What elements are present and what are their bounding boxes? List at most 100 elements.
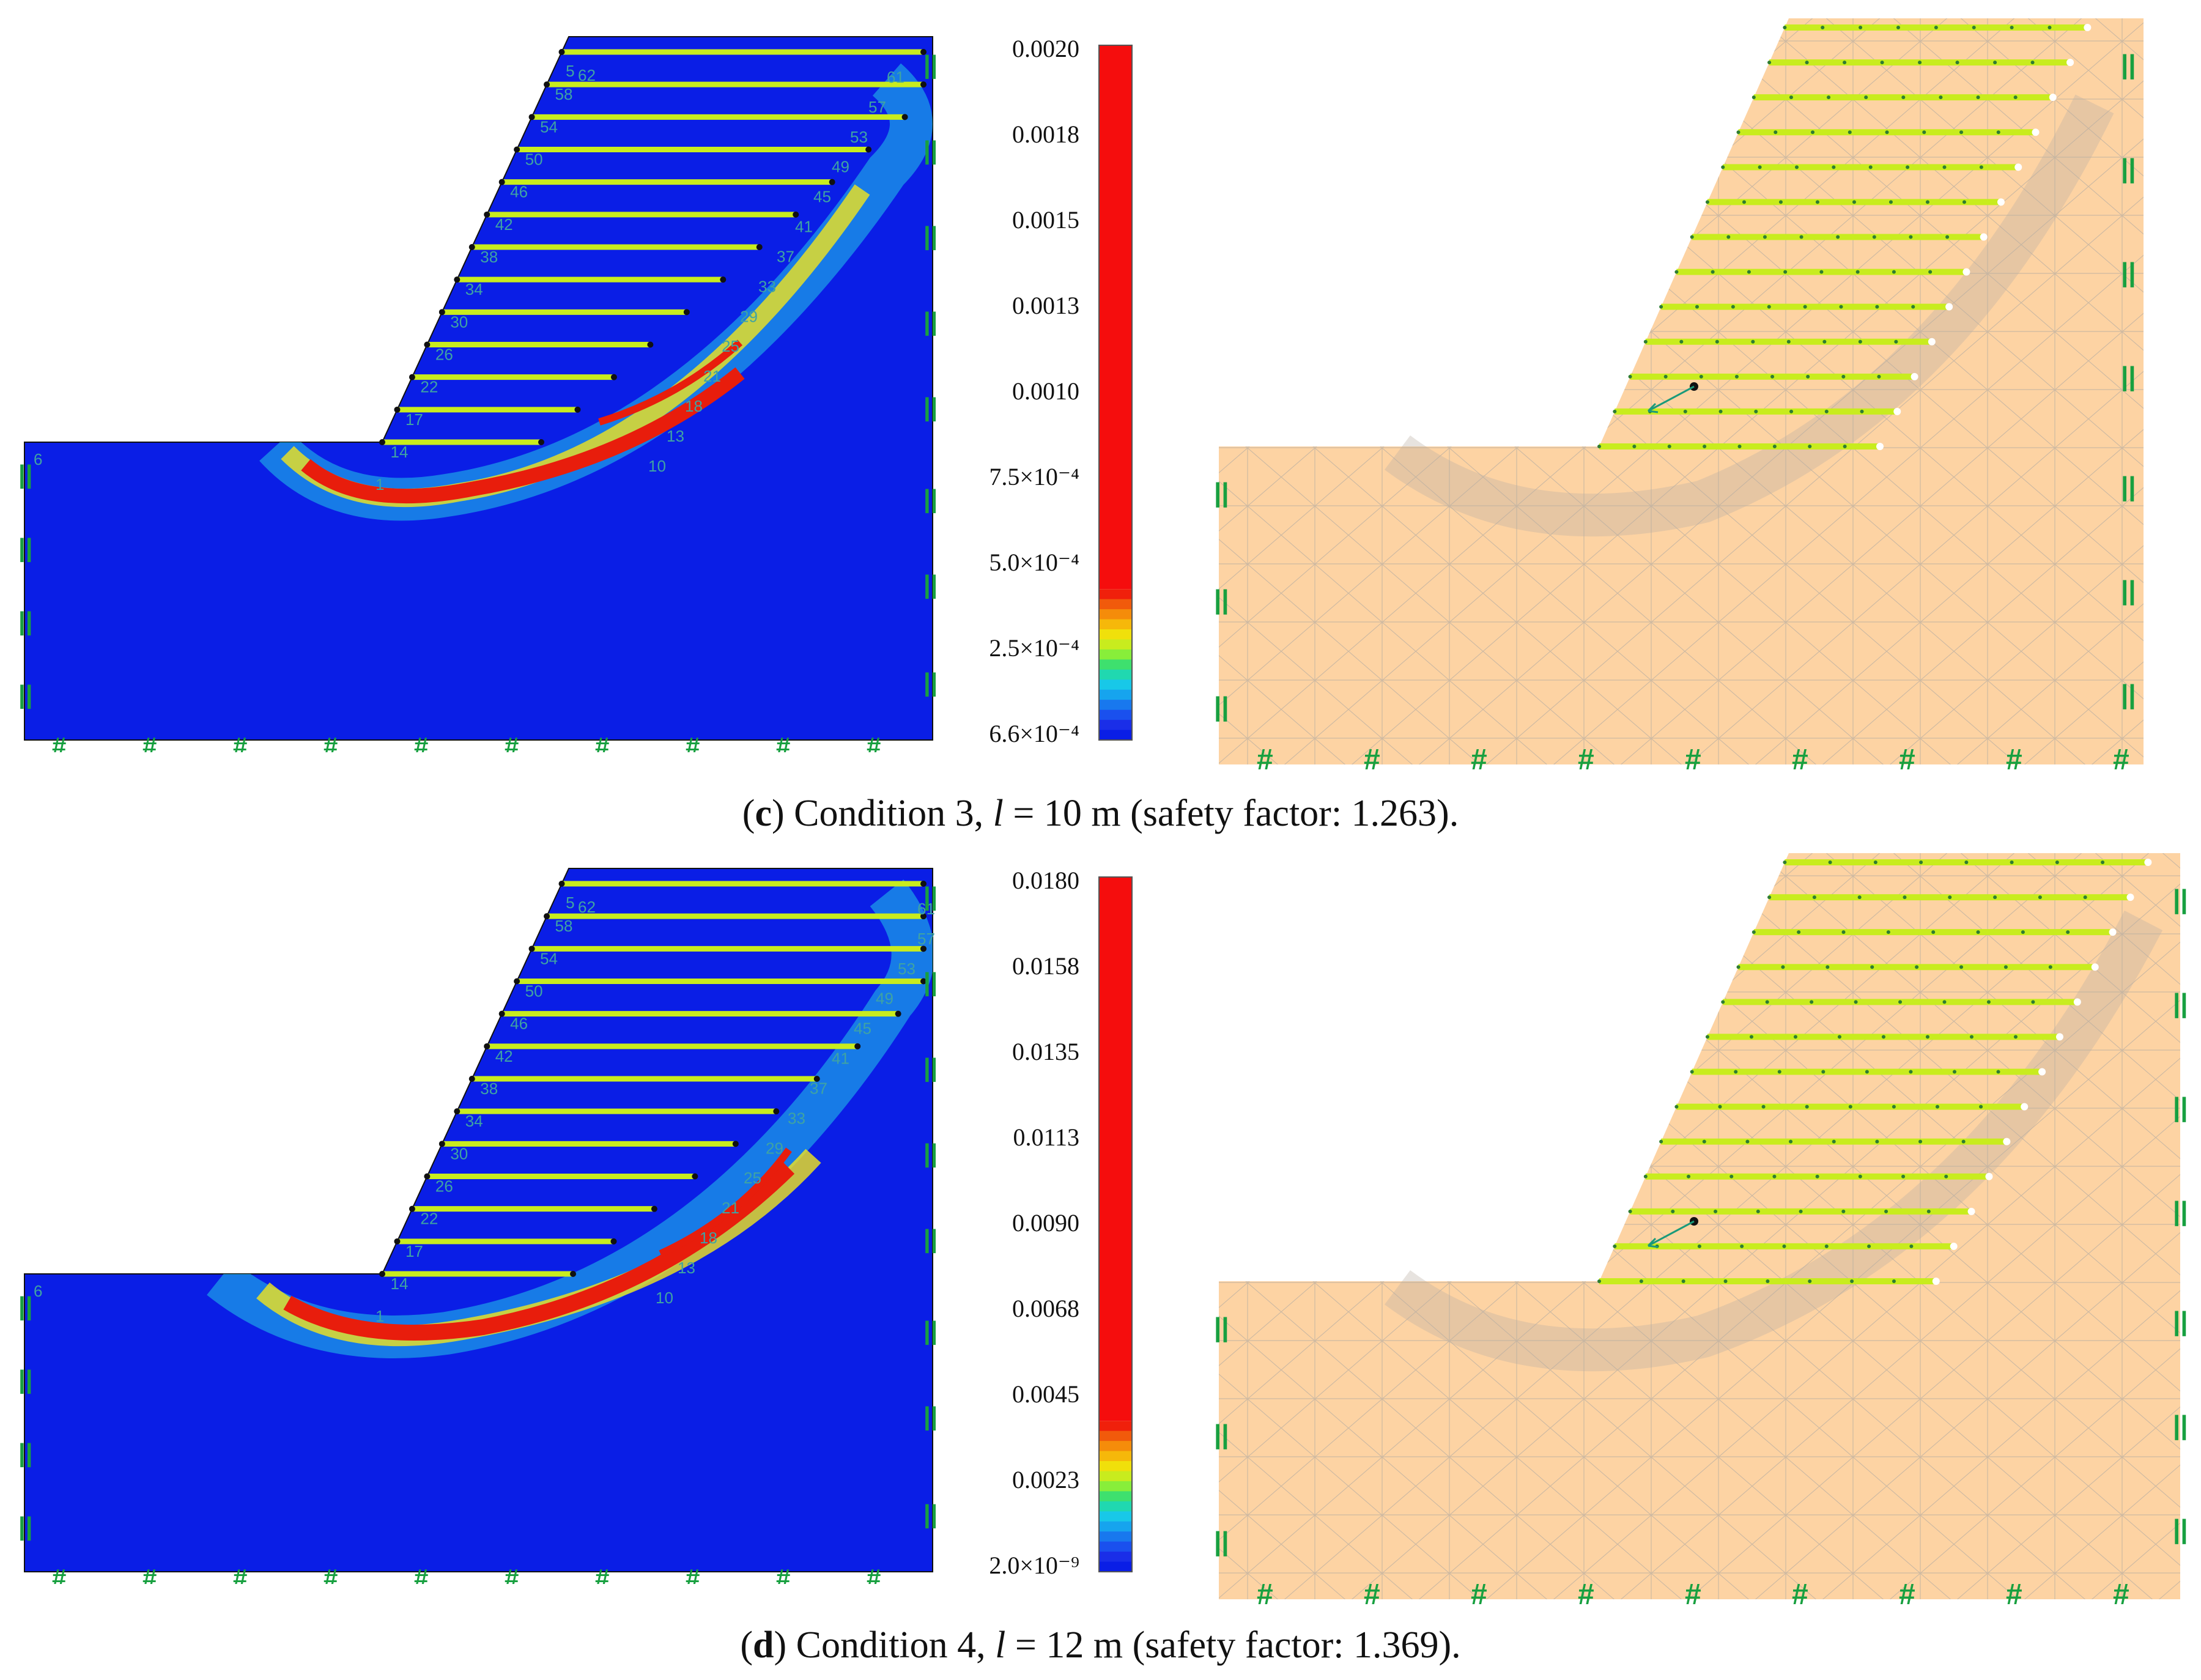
fixed-support-symbol: # — [867, 732, 881, 752]
mesh-anchor-node — [1731, 305, 1735, 309]
mesh-anchor-node — [1819, 270, 1824, 274]
mesh-anchor-node — [1763, 235, 1767, 239]
colorbar-red-band — [1099, 45, 1132, 590]
mesh-anchor-node — [1843, 445, 1847, 448]
colorbar-step — [1099, 1491, 1132, 1502]
anchor-head-node — [409, 1205, 415, 1212]
mesh-anchor-end — [1911, 372, 1918, 380]
node-label: 29 — [766, 1139, 783, 1157]
mesh-anchor-node — [1996, 1070, 2000, 1074]
mesh-anchor-end — [1967, 1207, 1975, 1215]
node-label: 50 — [525, 150, 543, 169]
anchor-head-node — [468, 1076, 475, 1082]
mesh-anchor-node — [2055, 860, 2059, 864]
mesh-anchor-node — [1903, 895, 1907, 900]
node-label: 53 — [898, 960, 916, 978]
mesh-anchor-node — [1915, 965, 1919, 969]
mesh-anchor-node — [1858, 1174, 1862, 1179]
anchors-d — [379, 881, 927, 1277]
anchor-end-node — [920, 913, 927, 920]
colorbar-tick-label: 0.0113 — [1013, 1123, 1079, 1151]
shear-band-c — [259, 63, 933, 521]
mesh-anchor-node — [1885, 130, 1889, 135]
roller-support-symbol: || — [1214, 692, 1229, 722]
mesh-anchor-node — [1942, 1000, 1947, 1004]
node-label: 22 — [420, 378, 438, 396]
node-label: 54 — [540, 949, 558, 968]
mesh-anchor-node — [1749, 1035, 1753, 1039]
mesh-anchor-node — [1848, 1105, 1852, 1109]
mesh-anchor-node — [1770, 374, 1775, 379]
mesh-anchor-node — [1737, 445, 1742, 448]
anchor-end-node — [854, 1043, 861, 1049]
mesh-anchor-node — [1734, 1070, 1738, 1074]
displacement-arrow — [1647, 385, 1695, 413]
roller-support-symbol: || — [1214, 1312, 1229, 1343]
node-label: 6 — [34, 1282, 42, 1300]
mesh-anchor-node — [2083, 895, 2087, 900]
roller-support-symbol: || — [18, 1438, 33, 1468]
mesh-anchor-end — [2144, 859, 2152, 866]
colorbar-step — [1099, 1521, 1132, 1533]
mesh-anchor-node — [1868, 165, 1873, 169]
mesh-anchor-node — [1815, 200, 1819, 204]
colorbar-tick-label: 0.0018 — [1012, 120, 1079, 148]
node-label: 1 — [375, 475, 384, 494]
mesh-anchor-node — [1993, 61, 1997, 65]
supports-d: || || || || || || || || || || || || # # # # # # # # # # — [18, 882, 936, 1584]
mesh-anchor-node — [1864, 95, 1868, 100]
mesh-anchor-end — [1932, 1278, 1940, 1285]
colorbar-tick-label: 2.0×10⁻⁹ — [989, 1552, 1079, 1579]
mesh-anchor-node — [1805, 1105, 1809, 1109]
mesh-plot-c: || || || || || || || || || || # # # # # # # # # — [1214, 18, 2144, 771]
fixed-support-symbol: # — [2113, 744, 2129, 771]
mesh-anchor-node — [1810, 1000, 1814, 1004]
mesh-anchor-end — [2032, 128, 2040, 136]
mesh-anchor-node — [2047, 26, 2052, 29]
roller-support-symbol: || — [2173, 1514, 2188, 1545]
mesh-anchor-end — [1962, 268, 1970, 276]
roller-support-symbol: || — [18, 607, 33, 636]
colorbar-step — [1099, 1531, 1132, 1542]
mesh-anchor-node — [1695, 305, 1699, 309]
node-label: 46 — [510, 183, 528, 201]
roller-support-symbol: || — [2173, 1196, 2188, 1227]
roller-support-symbol: || — [923, 50, 936, 80]
mesh-anchor-node — [1789, 1139, 1793, 1144]
mesh-anchor-node — [1922, 130, 1926, 135]
mesh-anchor-node — [1858, 339, 1862, 344]
mesh-anchor-node — [1850, 1279, 1854, 1283]
node-label: 33 — [788, 1109, 805, 1127]
roller-support-symbol: || — [2121, 472, 2136, 502]
fixed-support-symbol: # — [142, 732, 157, 752]
mesh-anchor-end — [1876, 443, 1884, 450]
roller-support-symbol: || — [18, 533, 33, 563]
mesh-anchor-node — [1734, 374, 1739, 379]
mesh-anchor-end — [1928, 338, 1936, 346]
mesh-anchor-node — [1896, 26, 1900, 29]
node-label: 14 — [390, 1275, 408, 1293]
mesh-anchor-node — [1799, 1209, 1803, 1213]
fixed-support-symbol: # — [1471, 1578, 1487, 1605]
anchor-head-node — [528, 114, 535, 120]
node-label: 38 — [480, 1079, 498, 1098]
node-label: 34 — [465, 1112, 483, 1130]
anchor-end-node — [692, 1173, 698, 1180]
node-label: 5 — [566, 62, 574, 80]
mesh-anchor-node — [1786, 339, 1791, 344]
node-label: 34 — [465, 280, 483, 298]
mesh-anchor-node — [1777, 1070, 1781, 1074]
mesh-anchor-node — [1683, 409, 1687, 413]
mesh-anchor-node — [1765, 1000, 1769, 1004]
mesh-anchor-end — [2091, 963, 2099, 971]
mesh-anchor-node — [1811, 130, 1815, 135]
mesh-anchor-node — [1909, 1070, 1913, 1074]
fixed-support-symbol: # — [595, 1564, 609, 1584]
node-label: 58 — [555, 85, 573, 103]
fixed-support-symbol: # — [52, 1564, 66, 1584]
colorbar-step — [1099, 730, 1132, 741]
colorbar-step — [1099, 619, 1132, 631]
displacement-arrow — [1647, 1220, 1695, 1248]
mesh-anchor-node — [1799, 235, 1803, 239]
mesh-anchor-node — [2031, 1000, 2035, 1004]
